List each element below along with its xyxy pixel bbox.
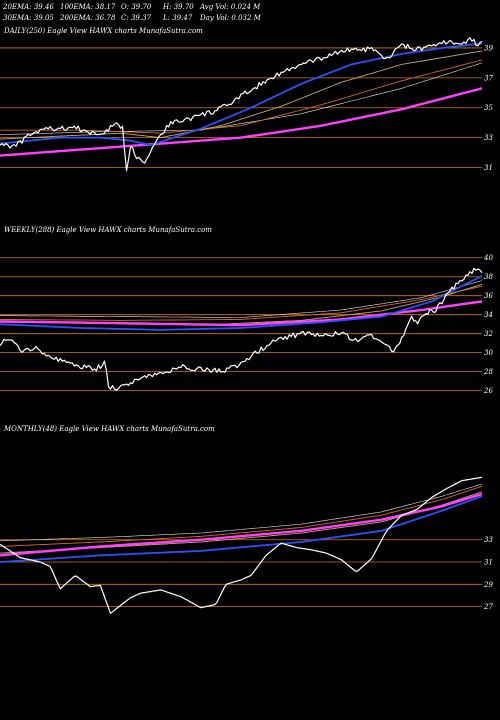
ema100-label: 100EMA: 38.17	[60, 3, 116, 11]
y-tick-2-6: 28	[483, 368, 493, 376]
panel-3-title: MONTHLY(48) Eagle View HAWX charts Munaf…	[3, 425, 215, 433]
ema-fast-line-3	[0, 495, 483, 563]
ema-slow-line-1	[0, 87, 483, 157]
y-tick-1-2: 35	[484, 104, 493, 112]
y-tick-3-2: 29	[483, 581, 493, 589]
ema-mid-b-line-3	[0, 485, 483, 547]
y-tick-2-3: 34	[484, 311, 493, 319]
ema-thin-line-3	[0, 483, 483, 542]
high-label: H: 39.70	[163, 3, 194, 11]
open-label: O: 39.70	[121, 3, 152, 11]
ema20-label: 20EMA: 39.46	[3, 3, 54, 11]
y-tick-2-5: 30	[484, 349, 493, 357]
y-tick-2-0: 40	[483, 254, 493, 262]
close-label: C: 39.37	[121, 14, 151, 22]
low-label: L: 39.47	[163, 14, 193, 22]
price-line-3	[0, 476, 483, 614]
ema-thin-line-1	[0, 62, 483, 135]
y-tick-2-1: 38	[484, 273, 493, 281]
y-tick-1-3: 33	[484, 134, 493, 142]
ema-thin-line-2	[0, 280, 483, 318]
y-tick-3-1: 31	[484, 559, 493, 567]
ema-mid-b-line-2	[0, 285, 483, 321]
y-tick-2-2: 36	[484, 292, 493, 300]
ema-mid-a-line-1	[0, 50, 483, 140]
y-tick-1-1: 37	[484, 74, 493, 82]
y-tick-2-7: 26	[483, 387, 493, 395]
price-line-2	[0, 267, 483, 391]
ema200-label: 200EMA: 36.78	[60, 14, 116, 22]
price-line-1	[0, 37, 483, 172]
ema-mid-b-line-1	[0, 59, 483, 134]
y-tick-2-4: 32	[484, 330, 493, 338]
ema-slow-line-3	[0, 492, 483, 557]
y-tick-3-3: 27	[483, 603, 493, 611]
panel-2-title: WEEKLY(288) Eagle View HAWX charts Munaf…	[4, 226, 212, 234]
y-tick-1-4: 31	[484, 164, 493, 172]
panel-1-title: DAILY(250) Eagle View HAWX charts Munafa…	[3, 27, 203, 35]
ema-fast-line-2	[0, 274, 483, 331]
ema-mid-a-line-3	[0, 491, 483, 554]
ema-slow-line-2	[0, 300, 483, 327]
ema-fast-line-1	[0, 42, 483, 146]
avg-vol-label: Avg Vol: 0.024 M	[200, 3, 261, 11]
day-vol-label: Day Vol: 0.032 M	[200, 14, 261, 22]
ema30-label: 30EMA: 39.05	[3, 14, 54, 22]
y-tick-1-0: 39	[484, 44, 493, 52]
y-tick-3-0: 33	[484, 536, 493, 544]
